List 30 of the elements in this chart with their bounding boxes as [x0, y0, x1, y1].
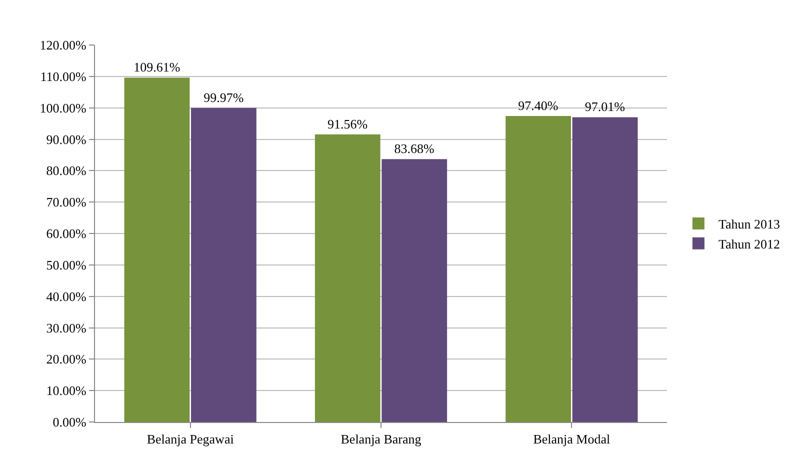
data-label: 97.40% [518, 98, 558, 113]
data-label: 91.56% [328, 116, 368, 132]
bar [572, 117, 638, 422]
y-tick-label: 120.00% [40, 38, 87, 53]
bar [382, 159, 448, 422]
y-tick-label: 60.00% [46, 226, 87, 242]
y-tick-label: 110.00% [40, 68, 87, 84]
y-tick-label: 30.00% [46, 320, 87, 336]
data-label: 97.01% [584, 99, 626, 114]
x-tick-label: Belanja Barang [340, 432, 422, 447]
y-tick-label: 90.00% [46, 132, 87, 147]
data-label: 99.97% [204, 90, 244, 105]
legend-label: Tahun 2013 [718, 216, 780, 232]
bar [506, 116, 571, 422]
bar [314, 134, 380, 422]
y-tick-label: 70.00% [46, 194, 87, 210]
legend-label: Tahun 2012 [718, 236, 780, 252]
bar [124, 78, 190, 422]
data-label: 83.68% [394, 141, 434, 156]
x-tick-label: Belanja Pegawai [146, 432, 234, 447]
y-tick-label: 0.00% [52, 414, 87, 430]
y-tick-label: 10.00% [46, 383, 87, 398]
y-tick-label: 80.00% [46, 163, 87, 178]
y-tick-label: 20.00% [46, 352, 87, 367]
bar [191, 108, 256, 422]
x-tick-label: Belanja Modal [533, 432, 610, 447]
data-label: 109.61% [134, 60, 180, 75]
y-tick-label: 40.00% [46, 288, 87, 304]
y-tick-label: 100.00% [40, 100, 87, 116]
y-tick-label: 50.00% [46, 257, 87, 272]
